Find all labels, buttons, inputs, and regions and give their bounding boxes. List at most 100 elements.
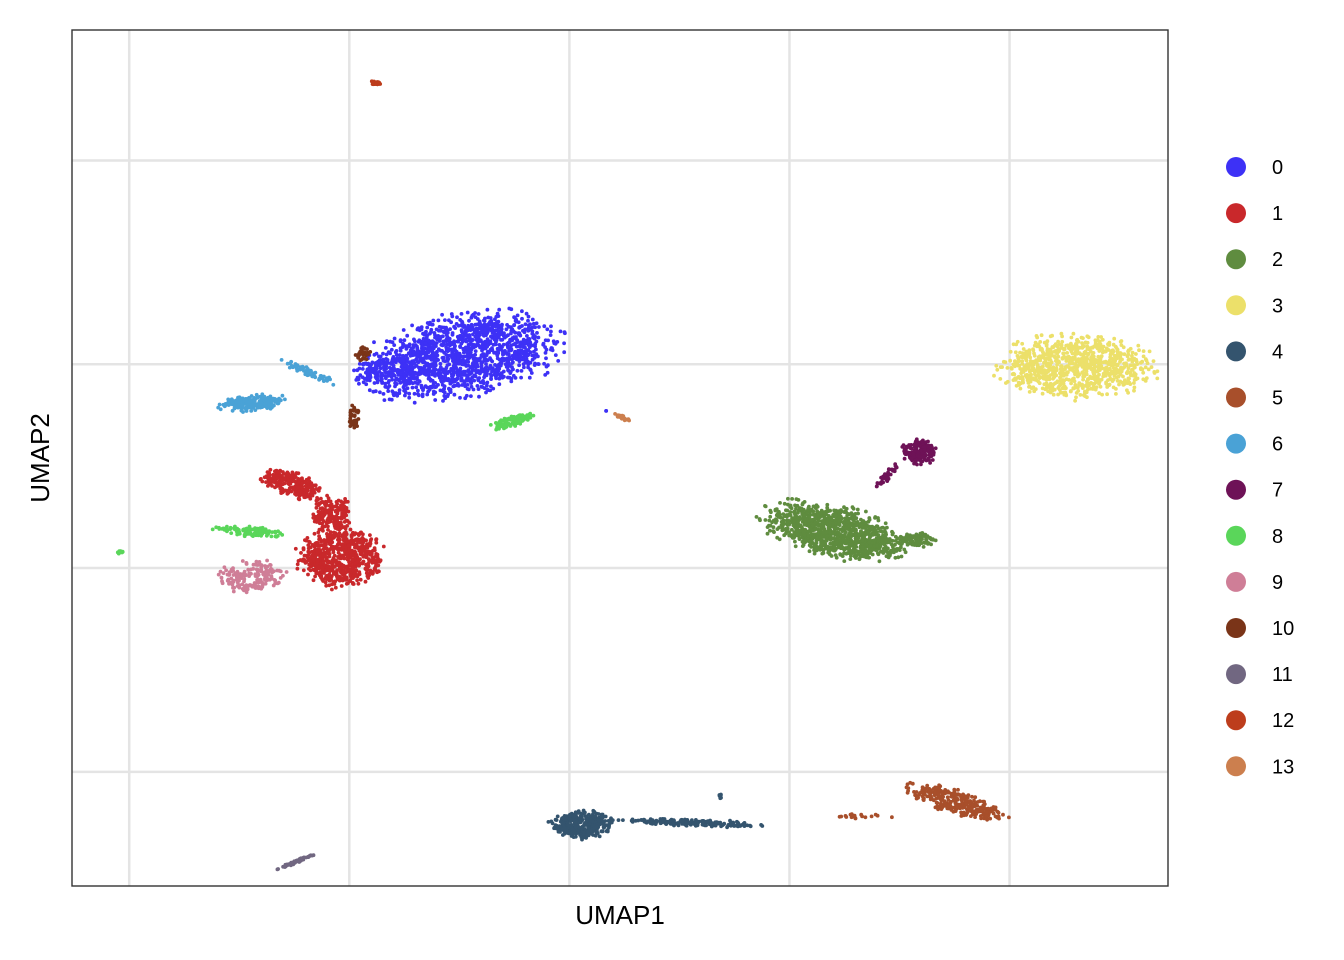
point-cluster-1 (341, 563, 346, 568)
point-cluster-1 (340, 513, 344, 517)
point-cluster-3 (1039, 371, 1044, 375)
point-cluster-0 (455, 315, 459, 320)
point-cluster-1 (267, 482, 271, 487)
point-cluster-2 (801, 530, 806, 535)
point-cluster-0 (406, 365, 411, 370)
point-cluster-1 (264, 474, 269, 478)
point-cluster-1 (355, 544, 359, 549)
point-cluster-3 (1134, 352, 1138, 356)
point-cluster-0 (494, 376, 498, 381)
point-cluster-3 (992, 373, 996, 378)
point-cluster-0 (476, 312, 481, 316)
point-cluster-0 (479, 353, 484, 358)
point-cluster-3 (1071, 331, 1076, 336)
point-cluster-0 (387, 379, 391, 383)
point-cluster-1 (314, 502, 319, 506)
point-cluster-1 (324, 583, 329, 588)
point-cluster-1 (344, 581, 349, 586)
point-cluster-0 (523, 341, 527, 346)
point-cluster-3 (1036, 342, 1041, 347)
point-cluster-3 (1104, 346, 1109, 351)
point-cluster-4 (610, 818, 615, 822)
point-cluster-2 (844, 551, 849, 556)
point-cluster-2 (810, 536, 815, 541)
point-cluster-0 (530, 353, 534, 358)
point-cluster-3 (1123, 378, 1127, 383)
point-cluster-0 (477, 394, 481, 399)
point-cluster-1 (314, 563, 319, 568)
point-cluster-0 (392, 336, 397, 341)
point-cluster-0 (522, 330, 527, 335)
point-cluster-2 (785, 508, 790, 513)
point-cluster-2 (798, 523, 803, 528)
point-cluster-2 (860, 545, 865, 550)
point-cluster-1 (303, 484, 308, 488)
point-cluster-0 (412, 376, 417, 381)
point-cluster-0 (485, 383, 489, 388)
point-cluster-0 (419, 350, 423, 354)
point-cluster-0 (473, 349, 478, 353)
point-cluster-3 (1001, 359, 1006, 364)
point-cluster-1 (295, 491, 300, 496)
point-cluster-3 (1021, 347, 1026, 351)
point-cluster-2 (893, 534, 898, 539)
point-cluster-1 (313, 483, 318, 488)
point-cluster-3 (1051, 371, 1055, 376)
point-cluster-3 (1087, 383, 1091, 388)
point-cluster-3 (1119, 365, 1123, 370)
point-cluster-0 (402, 388, 406, 393)
point-cluster-0 (451, 364, 456, 368)
point-cluster-3 (1130, 359, 1135, 364)
point-cluster-1 (342, 531, 347, 536)
point-cluster-2 (921, 545, 926, 549)
point-cluster-2 (828, 522, 832, 527)
point-cluster-1 (331, 580, 336, 584)
point-cluster-0 (549, 324, 553, 329)
point-cluster-0 (405, 333, 410, 338)
point-cluster-3 (1054, 349, 1059, 353)
point-cluster-0 (432, 385, 437, 389)
point-cluster-0 (503, 349, 507, 353)
point-cluster-0 (449, 312, 454, 316)
point-cluster-0 (426, 371, 431, 375)
point-cluster-1 (321, 519, 326, 523)
point-cluster-0 (444, 333, 449, 338)
point-cluster-0 (469, 370, 474, 375)
point-cluster-0 (363, 361, 368, 366)
point-cluster-3 (1106, 378, 1110, 382)
point-cluster-1 (293, 474, 298, 479)
point-cluster-2 (893, 555, 898, 560)
point-cluster-0 (433, 333, 437, 337)
point-cluster-0 (422, 369, 427, 374)
point-cluster-2 (884, 554, 889, 559)
point-cluster-0 (462, 373, 466, 377)
point-cluster-0 (426, 389, 430, 394)
point-cluster-3 (1035, 335, 1040, 340)
point-cluster-3 (1080, 341, 1084, 345)
point-cluster-3 (1038, 358, 1043, 363)
point-cluster-1 (327, 516, 332, 521)
point-cluster-3 (1119, 343, 1124, 347)
point-cluster-3 (1084, 360, 1089, 365)
point-cluster-0 (463, 331, 468, 335)
point-cluster-2 (786, 496, 790, 501)
point-cluster-2 (818, 511, 823, 516)
point-cluster-0 (383, 381, 388, 386)
point-cluster-0 (473, 334, 478, 339)
point-cluster-1 (358, 557, 362, 561)
point-cluster-3 (1118, 379, 1123, 384)
point-cluster-2 (876, 518, 881, 523)
point-cluster-1 (281, 470, 285, 474)
point-cluster-0 (357, 366, 362, 371)
point-cluster-3 (1079, 335, 1084, 340)
point-cluster-1 (303, 538, 307, 542)
point-cluster-0 (380, 381, 384, 385)
point-cluster-0 (442, 384, 447, 389)
point-cluster-0 (377, 354, 381, 359)
point-cluster-2 (843, 526, 848, 531)
point-cluster-3 (1128, 382, 1133, 386)
point-cluster-0 (509, 328, 514, 333)
point-cluster-1 (320, 513, 325, 518)
point-cluster-1 (368, 568, 373, 573)
point-cluster-0 (421, 388, 425, 392)
